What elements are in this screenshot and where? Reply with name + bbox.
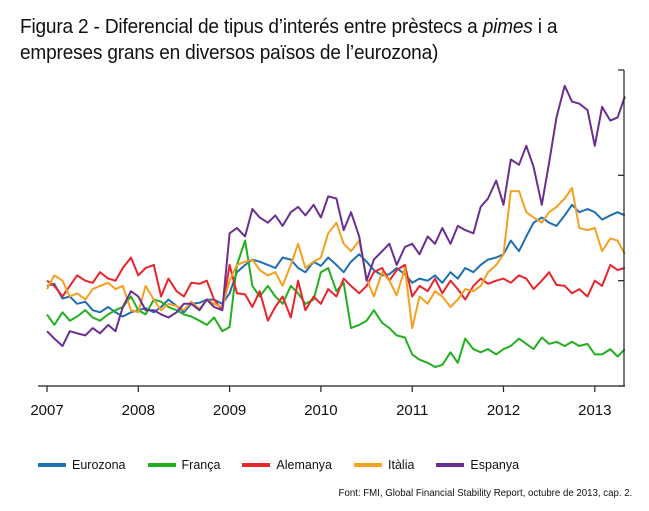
legend-item: Eurozona xyxy=(38,456,126,474)
title-text-italic: pimes xyxy=(482,15,533,38)
legend-label: Eurozona xyxy=(72,458,126,472)
series-line-eurozona xyxy=(46,203,626,318)
title-text-post: i a empreses grans en diversos països de… xyxy=(20,15,558,64)
x-tick-label: 2010 xyxy=(304,402,337,419)
legend: Eurozona França Alemanya Itàlia Espanya xyxy=(38,456,541,474)
legend-item: Itàlia xyxy=(354,456,414,474)
series-lines xyxy=(46,84,626,368)
legend-label: Alemanya xyxy=(276,458,333,472)
x-tick-label: 2007 xyxy=(30,402,63,419)
legend-swatch xyxy=(38,463,66,467)
legend-label: França xyxy=(181,458,221,472)
x-tick-label: 2011 xyxy=(396,402,428,419)
title-text-pre: Figura 2 - Diferencial de tipus d’interé… xyxy=(20,15,483,38)
legend-item: Alemanya xyxy=(242,456,332,474)
x-tick-label: 2009 xyxy=(213,402,246,419)
legend-label: Espanya xyxy=(470,458,520,472)
series-line-frança xyxy=(46,239,626,368)
legend-swatch xyxy=(242,463,271,467)
series-line-espanya xyxy=(46,84,626,347)
x-tick-label: 2012 xyxy=(487,402,520,419)
series-line-alemanya xyxy=(46,256,626,322)
series-line-itàlia xyxy=(46,187,626,330)
source-note: Font: FMI, Global Financial Stability Re… xyxy=(338,487,632,499)
legend-swatch xyxy=(147,463,176,467)
x-tick-label: 2013 xyxy=(578,402,611,419)
x-tick-label: 2008 xyxy=(122,402,155,419)
axes: 2007 2008 2009 2010 2011 2012 2013 xyxy=(30,69,625,419)
legend-label: Itàlia xyxy=(388,458,415,472)
legend-swatch xyxy=(354,463,383,467)
legend-item: França xyxy=(147,456,221,474)
legend-swatch xyxy=(436,463,465,467)
legend-item: Espanya xyxy=(436,456,519,474)
chart-title: Figura 2 - Diferencial de tipus d’interé… xyxy=(20,14,601,66)
